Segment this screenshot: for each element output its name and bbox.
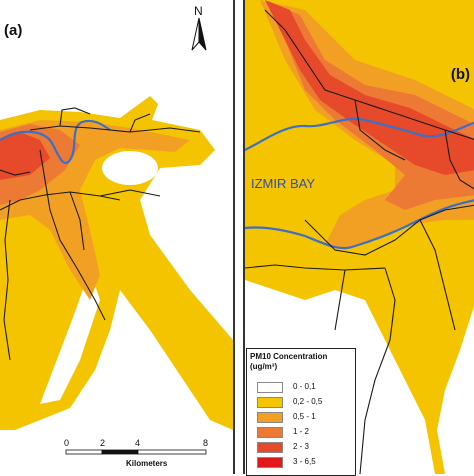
legend-item: 0,2 - 0,5: [257, 396, 352, 408]
plume-gap-b: [437, 306, 474, 474]
legend-item-label: 0 - 0,1: [293, 382, 316, 391]
plume-peak-b: [265, 0, 474, 175]
scale-tick-2: 2: [100, 438, 106, 448]
legend-item: 0,5 - 1: [257, 411, 352, 423]
panel-label-a: (a): [4, 22, 23, 39]
legend-item: 2 - 3: [257, 441, 352, 453]
north-arrow-icon: [191, 17, 207, 51]
legend-item-label: 2 - 3: [293, 442, 310, 451]
legend-swatch: [257, 382, 283, 393]
scale-unit: Kilometers: [126, 459, 168, 468]
legend: PM10 Concentration (ug/m³) 0 - 0,1 0,2 -…: [246, 348, 356, 476]
road-network-a: [0, 107, 201, 361]
north-arrow: N: [184, 4, 214, 54]
plume-hole-a: [102, 151, 158, 185]
plume-peak-a: [0, 132, 50, 180]
legend-title: PM10 Concentration (ug/m³): [250, 352, 327, 372]
place-label-izmir-bay: IZMIR BAY: [251, 176, 316, 191]
legend-swatch: [257, 442, 283, 453]
scale-bar: 0 2 4 8 Kilometers: [62, 438, 212, 470]
scale-tick-4: 4: [135, 438, 141, 448]
legend-swatch: [257, 457, 283, 468]
legend-swatch: [257, 397, 283, 408]
scale-bar-graphic: [65, 449, 207, 455]
scale-tick-0: 0: [64, 438, 70, 448]
scale-tick-8: 8: [203, 438, 209, 448]
map-a-canvas: [0, 96, 233, 430]
legend-swatch: [257, 412, 283, 423]
panel-label-b: (b): [450, 66, 470, 83]
plume-gap-a: [40, 270, 100, 404]
north-letter: N: [194, 4, 203, 18]
legend-title-line1: PM10 Concentration: [250, 352, 328, 361]
coastline-a: [0, 119, 111, 164]
legend-item-label: 0,5 - 1: [293, 412, 316, 421]
legend-item-label: 3 - 6,5: [293, 457, 316, 466]
legend-title-line2: (ug/m³): [250, 362, 278, 371]
legend-item: 0 - 0,1: [257, 381, 352, 393]
map-b-canvas: [245, 0, 474, 474]
legend-item-label: 1 - 2: [293, 427, 310, 436]
coastline-b: [245, 117, 474, 250]
legend-item-label: 0,2 - 0,5: [293, 397, 323, 406]
map-panel-a: (a) N 0 2 4 8 Kilometers: [0, 0, 235, 474]
legend-swatch: [257, 427, 283, 438]
legend-item: 1 - 2: [257, 426, 352, 438]
legend-item: 3 - 6,5: [257, 456, 352, 468]
road-network-b: [245, 9, 474, 474]
